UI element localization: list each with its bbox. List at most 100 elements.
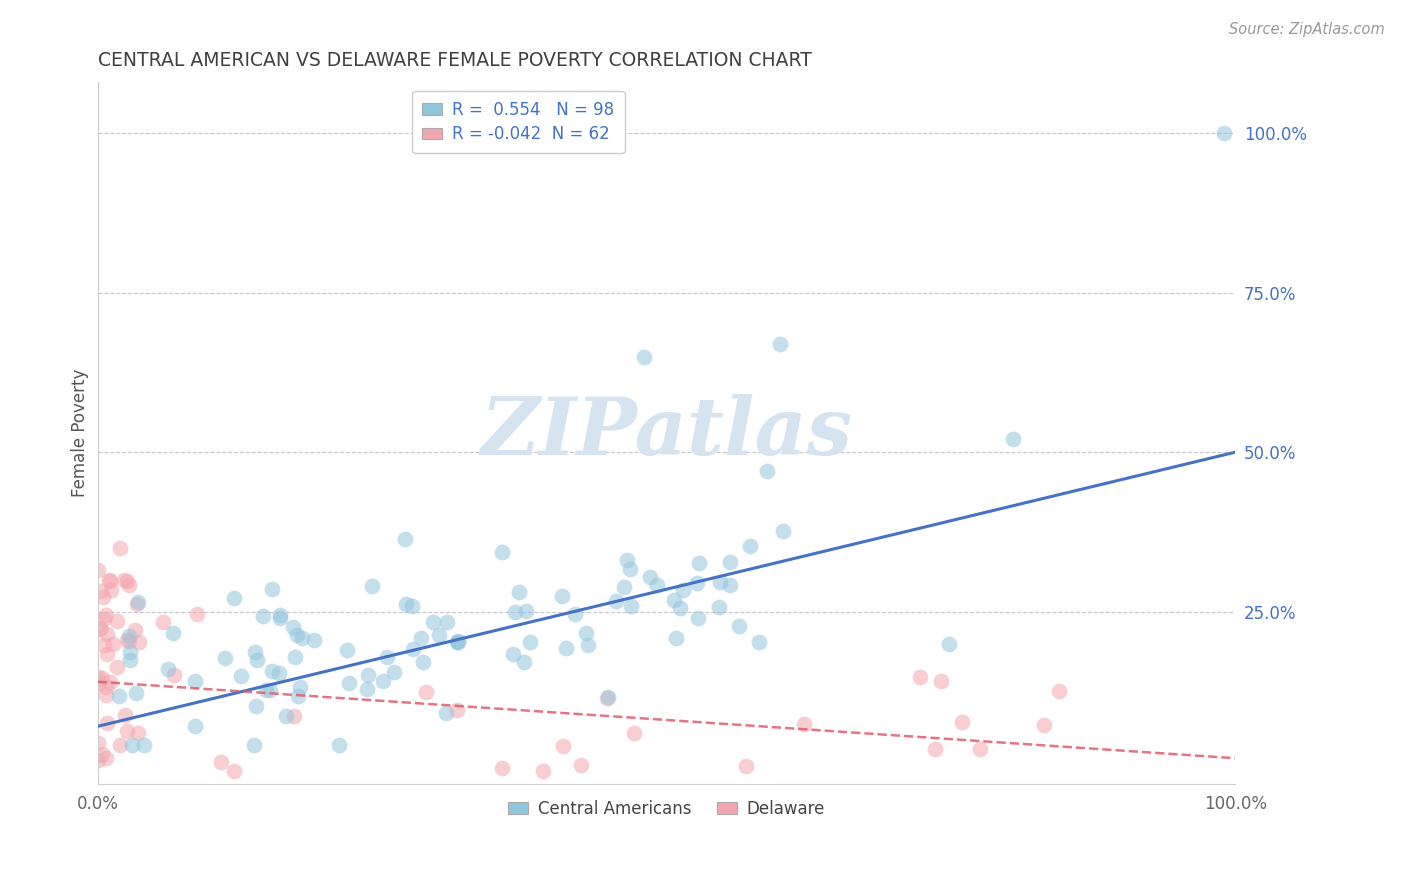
Point	[224, 591, 246, 606]
Point	[688, 557, 710, 571]
Point	[336, 642, 359, 657]
Point	[125, 686, 148, 700]
Point	[184, 673, 207, 688]
Point	[633, 350, 655, 364]
Point	[446, 703, 468, 717]
Point	[619, 561, 641, 575]
Point	[260, 664, 283, 678]
Point	[401, 641, 423, 656]
Point	[128, 635, 150, 649]
Point	[576, 638, 599, 652]
Point	[513, 655, 536, 669]
Point	[285, 628, 308, 642]
Point	[412, 655, 434, 669]
Point	[162, 626, 184, 640]
Point	[503, 606, 526, 620]
Point	[110, 541, 132, 555]
Point	[952, 714, 974, 729]
Point	[118, 578, 141, 592]
Point	[100, 583, 122, 598]
Point	[269, 611, 291, 625]
Point	[114, 708, 136, 723]
Point	[125, 597, 148, 611]
Point	[115, 723, 138, 738]
Point	[259, 683, 281, 698]
Point	[97, 573, 120, 587]
Point	[623, 726, 645, 740]
Point	[132, 739, 155, 753]
Point	[96, 627, 118, 641]
Point	[401, 599, 423, 613]
Point	[734, 759, 756, 773]
Point	[686, 610, 709, 624]
Point	[269, 665, 291, 680]
Point	[120, 644, 142, 658]
Point	[738, 539, 761, 553]
Point	[186, 607, 208, 621]
Point	[276, 709, 298, 723]
Point	[446, 635, 468, 649]
Point	[686, 576, 709, 591]
Point	[245, 645, 267, 659]
Point	[87, 753, 110, 767]
Point	[748, 635, 770, 649]
Point	[94, 689, 117, 703]
Point	[91, 671, 114, 685]
Point	[422, 615, 444, 629]
Point	[302, 632, 325, 647]
Point	[337, 675, 360, 690]
Point	[284, 650, 307, 665]
Point	[436, 615, 458, 629]
Point	[114, 573, 136, 587]
Point	[283, 709, 305, 723]
Point	[718, 555, 741, 569]
Point	[229, 669, 252, 683]
Point	[87, 671, 110, 685]
Point	[669, 601, 692, 615]
Point	[361, 579, 384, 593]
Point	[90, 584, 112, 599]
Point	[127, 725, 149, 739]
Point	[772, 524, 794, 538]
Point	[415, 685, 437, 699]
Point	[91, 747, 114, 761]
Point	[89, 621, 111, 635]
Legend: Central Americans, Delaware: Central Americans, Delaware	[502, 793, 831, 824]
Point	[502, 647, 524, 661]
Point	[328, 739, 350, 753]
Point	[769, 336, 792, 351]
Point	[531, 764, 554, 778]
Point	[375, 650, 398, 665]
Point	[156, 662, 179, 676]
Point	[246, 653, 269, 667]
Point	[709, 600, 731, 615]
Point	[727, 619, 749, 633]
Point	[551, 739, 574, 753]
Point	[924, 742, 946, 756]
Point	[183, 719, 205, 733]
Text: Source: ZipAtlas.com: Source: ZipAtlas.com	[1229, 22, 1385, 37]
Point	[89, 622, 111, 636]
Point	[118, 634, 141, 648]
Point	[718, 578, 741, 592]
Point	[287, 690, 309, 704]
Point	[224, 764, 246, 778]
Point	[672, 582, 695, 597]
Point	[613, 580, 636, 594]
Point	[620, 599, 643, 613]
Point	[447, 635, 470, 649]
Point	[96, 716, 118, 731]
Point	[94, 607, 117, 622]
Point	[515, 604, 537, 618]
Point	[395, 597, 418, 611]
Point	[291, 631, 314, 645]
Point	[93, 612, 115, 626]
Point	[908, 670, 931, 684]
Point	[371, 673, 394, 688]
Point	[756, 464, 779, 478]
Point	[605, 594, 627, 608]
Point	[118, 653, 141, 667]
Point	[118, 629, 141, 643]
Point	[91, 590, 114, 604]
Point	[269, 607, 291, 622]
